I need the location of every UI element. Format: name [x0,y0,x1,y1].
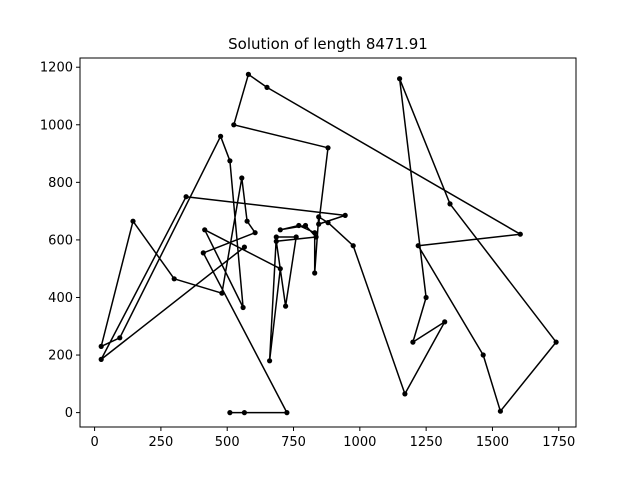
y-tick-label: 600 [48,233,73,248]
route-point [240,304,246,311]
plot-frame [79,57,577,428]
route-point [231,122,237,128]
route-point [244,218,250,224]
x-tick-label: 1250 [410,435,443,450]
route-point [241,410,247,416]
route-point [316,214,322,220]
x-tick-label: 500 [215,435,240,450]
route-point [447,201,453,207]
route-point [410,339,416,345]
route-point [227,158,233,164]
route-point [325,220,331,226]
route-point [283,303,289,309]
route-point [117,335,123,341]
y-axis: 0 200 400 600 800 1000 1200 [40,61,80,421]
route-point [312,270,318,276]
route-point [264,84,270,90]
route-point [202,227,208,233]
route-point [415,243,421,249]
x-tick-label: 1000 [343,435,376,450]
route-point [402,391,408,397]
route-point [277,227,283,233]
route-point [553,339,559,345]
y-tick-label: 1200 [40,61,73,76]
route-point [302,222,309,229]
route-point [350,243,356,249]
route-point [293,234,299,240]
route-point [423,294,429,301]
x-tick-label: 750 [281,435,306,450]
x-tick-label: 1500 [476,435,509,450]
route-point [277,266,283,272]
route-point [267,358,273,364]
route-point [171,276,177,282]
x-tick-label: 0 [90,435,98,450]
route-point [296,222,302,229]
route-point [284,410,290,416]
route-series [98,71,559,416]
y-tick-label: 200 [48,349,73,364]
route-point [98,343,104,349]
route-point [219,290,225,296]
route-point [241,244,247,250]
route-point [517,231,523,237]
chart-title: Solution of length 8471.91 [228,35,428,53]
route-point [397,76,403,82]
route-point [442,319,448,325]
route-point [200,250,206,256]
route-point [342,212,348,218]
y-tick-label: 400 [48,291,73,306]
plot-area [80,58,576,427]
route-point [273,238,279,244]
route-point [183,194,189,200]
x-tick-label: 250 [148,435,173,450]
route-point [480,352,486,358]
route-point [239,175,245,181]
route-point [325,145,331,151]
route-point [312,230,318,236]
route-point [273,234,279,240]
route-point [98,356,104,362]
y-tick-label: 0 [65,406,73,421]
y-tick-label: 1000 [40,118,73,133]
x-tick-label: 1750 [542,435,575,450]
route-point [245,71,251,77]
route-point [316,221,322,227]
route-point [313,234,319,240]
route-point [130,218,136,224]
route-point [252,230,258,236]
route-point [227,410,233,416]
x-axis: 0 250 500 750 1000 1250 1500 1750 [90,427,575,450]
route-point [497,408,503,414]
y-tick-label: 800 [48,176,73,191]
route-point [218,133,224,139]
